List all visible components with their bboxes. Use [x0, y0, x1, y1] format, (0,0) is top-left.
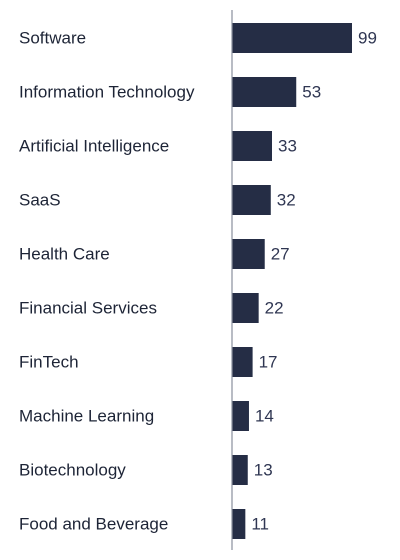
bar-3 [232, 185, 271, 215]
category-label-0: Software [19, 29, 86, 48]
value-label-8: 13 [254, 461, 273, 480]
category-label-5: Financial Services [19, 299, 157, 318]
category-labels-layer: Software Information Technology Artificial… [19, 29, 195, 534]
bars-layer [232, 23, 352, 539]
category-label-8: Biotechnology [19, 461, 126, 480]
bar-4 [232, 239, 265, 269]
category-label-7: Machine Learning [19, 407, 154, 426]
category-label-3: SaaS [19, 191, 61, 210]
bar-6 [232, 347, 253, 377]
bar-8 [232, 455, 248, 485]
value-label-4: 27 [271, 245, 290, 264]
value-label-1: 53 [302, 83, 321, 102]
bar-5 [232, 293, 259, 323]
category-label-2: Artificial Intelligence [19, 137, 169, 156]
bar-7 [232, 401, 249, 431]
category-label-9: Food and Beverage [19, 515, 168, 534]
value-label-7: 14 [255, 407, 274, 426]
category-label-4: Health Care [19, 245, 110, 264]
category-label-1: Information Technology [19, 83, 195, 102]
bar-0 [232, 23, 352, 53]
bar-1 [232, 77, 297, 107]
category-label-6: FinTech [19, 353, 79, 372]
bar-2 [232, 131, 272, 161]
bar-9 [232, 509, 246, 539]
value-label-9: 11 [251, 515, 269, 534]
value-label-2: 33 [278, 137, 297, 156]
value-label-6: 17 [259, 353, 278, 372]
value-label-0: 99 [358, 29, 377, 48]
value-label-3: 32 [277, 191, 296, 210]
value-label-5: 22 [265, 299, 284, 318]
value-labels-layer: 99 53 33 32 27 22 17 14 13 11 [251, 29, 377, 534]
